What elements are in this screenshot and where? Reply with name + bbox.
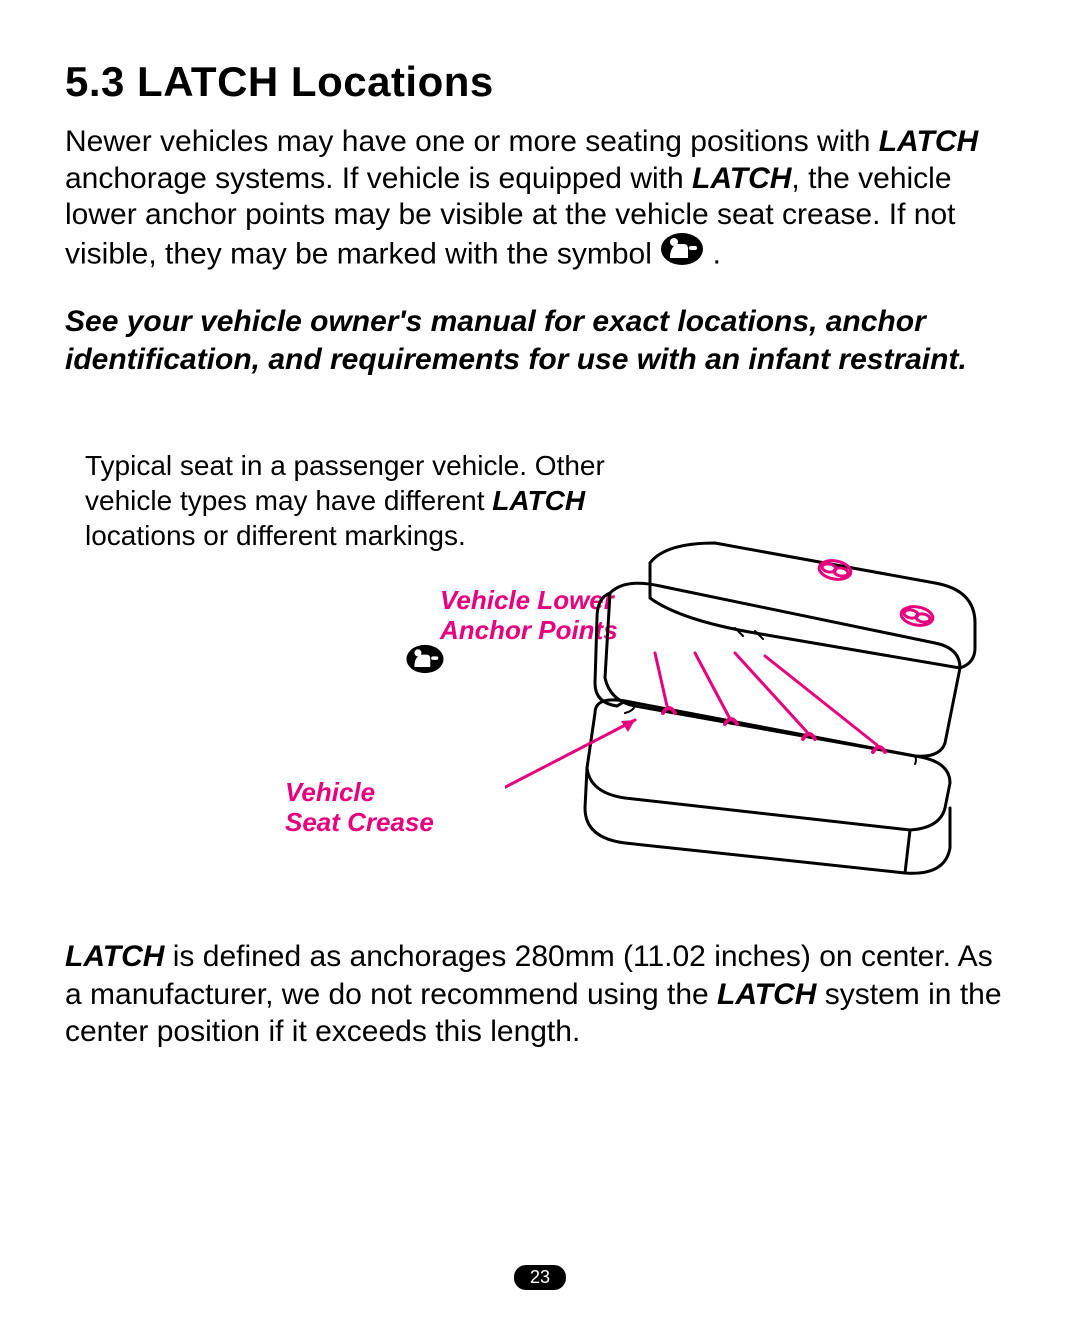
latch-term: LATCH <box>65 940 164 973</box>
seat-crease-label-line1: Vehicle <box>285 777 375 807</box>
intro-text-4: . <box>704 238 721 271</box>
seat-diagram-region: Typical seat in a passenger vehicle. Oth… <box>75 448 1025 888</box>
latch-term: LATCH <box>692 162 791 195</box>
latch-symbol-icon <box>660 232 704 276</box>
owners-manual-note: See your vehicle owner's manual for exac… <box>65 303 1015 378</box>
section-heading: 5.3 LATCH Locations <box>65 58 1015 106</box>
seat-crease-label-line2: Seat Crease <box>285 807 434 837</box>
intro-paragraph: Newer vehicles may have one or more seat… <box>65 124 1015 277</box>
latch-term: LATCH <box>717 978 816 1011</box>
latch-term: LATCH <box>879 125 978 158</box>
manual-page: 5.3 LATCH Locations Newer vehicles may h… <box>0 0 1080 1334</box>
latch-definition-paragraph: LATCH is defined as anchorages 280mm (11… <box>65 938 1015 1051</box>
page-number-value: 23 <box>514 1265 566 1290</box>
caption-text-2: locations or different markings. <box>85 520 466 551</box>
page-number: 23 <box>514 1265 566 1290</box>
seat-diagram <box>505 508 1025 888</box>
intro-text-2: anchorage systems. If vehicle is equippe… <box>65 162 692 195</box>
latch-symbol-icon <box>405 644 445 679</box>
intro-text-1: Newer vehicles may have one or more seat… <box>65 125 879 158</box>
seat-crease-label: Vehicle Seat Crease <box>285 778 434 838</box>
